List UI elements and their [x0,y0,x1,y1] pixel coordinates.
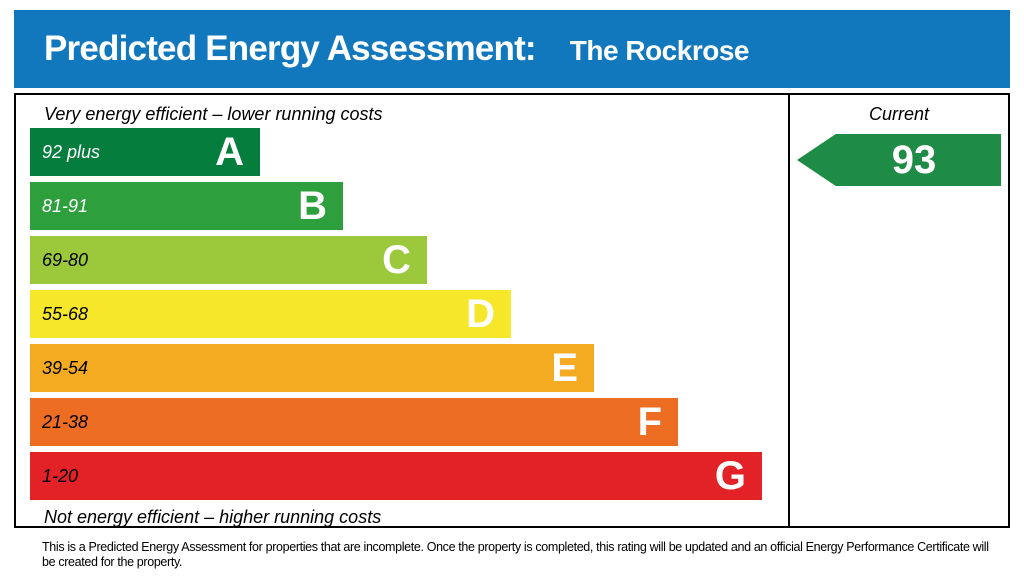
band-letter: B [298,184,327,228]
footnote-text: This is a Predicted Energy Assessment fo… [42,540,989,569]
band-letter: D [466,292,495,336]
current-rating-value: 93 [891,138,937,182]
band-range-label: 21-38 [42,411,89,432]
header-text: Predicted Energy Assessment: The Rockros… [44,29,749,69]
property-name: The Rockrose [569,35,750,66]
band-row-f: 21-38 F [30,398,678,446]
band-range-label: 81-91 [42,195,89,216]
band-range-label: 55-68 [42,303,89,324]
band-letter: F [637,400,662,444]
band-letter: E [551,346,578,390]
current-column-header: Current [868,104,930,124]
bands-list: 92 plus A 81-91 B 69-80 C 55-68 D 39-54 … [30,128,788,500]
band-letter: A [215,130,244,174]
page-title: Predicted Energy Assessment: [44,29,537,68]
band-row-b: 81-91 B [30,182,343,230]
band-range-label: 1-20 [42,465,79,486]
current-pane: Current 93 [790,95,1008,526]
bands-pane: Very energy efficient – lower running co… [16,95,790,527]
band-range-label: 92 plus [42,141,101,162]
band-letter: C [382,238,411,282]
current-rating-arrow: 93 [797,134,1001,186]
band-row-g: 1-20 G [30,452,762,500]
band-row-d: 55-68 D [30,290,511,338]
band-row-a: 92 plus A [30,128,260,176]
band-row-c: 69-80 C [30,236,427,284]
band-range-label: 69-80 [42,249,89,270]
bottom-caption: Not energy efficient – higher running co… [44,507,382,527]
band-row-e: 39-54 E [30,344,594,392]
epc-rating-chart: Very energy efficient – lower running co… [14,93,1010,528]
band-range-label: 39-54 [42,357,89,378]
band-letter: G [714,454,746,498]
header-banner: Predicted Energy Assessment: The Rockros… [14,10,1010,88]
top-caption: Very energy efficient – lower running co… [44,104,383,124]
